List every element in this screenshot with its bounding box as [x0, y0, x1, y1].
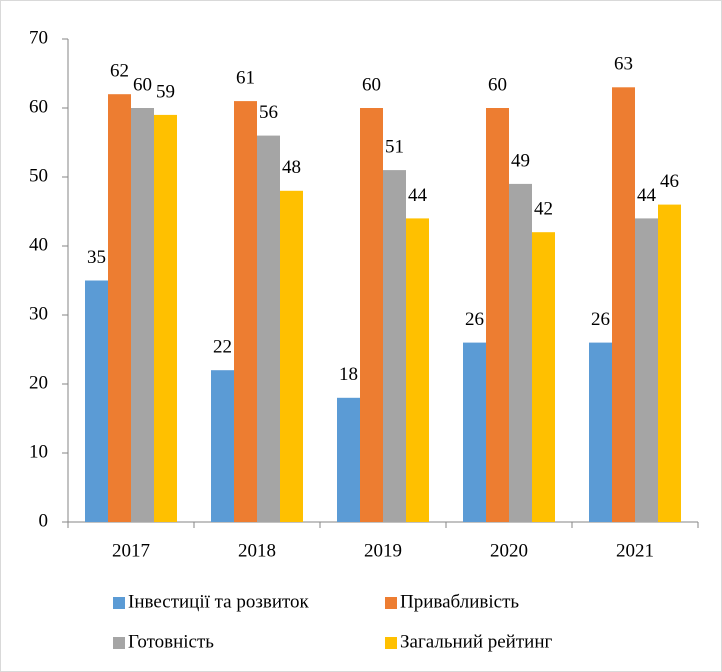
y-tick-label: 20: [29, 372, 48, 393]
legend-swatch: [113, 637, 125, 649]
bar: [280, 190, 303, 523]
data-label: 60: [133, 74, 152, 95]
data-label: 22: [213, 337, 232, 358]
bar: [383, 170, 406, 522]
legend-label: Загальний рейтинг: [400, 631, 552, 652]
bar: [211, 370, 234, 522]
bar: [589, 342, 612, 522]
bar: [337, 397, 360, 522]
legend-label: Інвестиції та розвиток: [128, 591, 310, 612]
legend-swatch: [385, 637, 397, 649]
y-tick-label: 0: [39, 510, 49, 531]
x-tick-label: 2017: [112, 540, 150, 561]
bar: [85, 280, 108, 522]
y-tick-label: 30: [29, 303, 48, 324]
bar: [406, 218, 429, 522]
data-label: 26: [465, 309, 484, 330]
bar: [486, 108, 509, 522]
data-label: 59: [156, 81, 175, 102]
bar: [131, 108, 154, 522]
data-label: 44: [408, 185, 428, 206]
y-tick-label: 10: [29, 441, 48, 462]
data-label: 35: [87, 247, 106, 268]
bar: [108, 94, 131, 522]
data-label: 61: [236, 67, 255, 88]
bar: [360, 108, 383, 522]
bar: [509, 183, 532, 522]
data-label: 62: [110, 61, 129, 82]
bar: [612, 87, 635, 523]
data-label: 26: [591, 309, 610, 330]
x-tick-label: 2021: [616, 540, 654, 561]
legend-label: Готовність: [128, 631, 214, 652]
legend-label: Привабливість: [400, 591, 519, 612]
y-tick-label: 50: [29, 165, 48, 186]
data-label: 51: [385, 136, 404, 157]
data-label: 44: [637, 185, 657, 206]
bar: [532, 232, 555, 522]
data-label: 18: [339, 364, 358, 385]
bar: [463, 342, 486, 522]
legend-swatch: [385, 597, 397, 609]
bar: [658, 204, 681, 522]
y-tick-label: 60: [29, 96, 48, 117]
x-tick-label: 2020: [490, 540, 528, 561]
data-label: 63: [614, 54, 633, 75]
x-tick-label: 2018: [238, 540, 276, 561]
data-label: 60: [488, 74, 507, 95]
y-tick-label: 70: [29, 27, 48, 48]
data-label: 42: [534, 199, 553, 220]
data-label: 46: [660, 171, 679, 192]
x-tick-label: 2019: [364, 540, 402, 561]
data-label: 49: [511, 150, 530, 171]
bar: [257, 135, 280, 522]
bar: [234, 101, 257, 522]
bar: [154, 114, 177, 523]
legend-swatch: [113, 597, 125, 609]
data-label: 56: [259, 102, 278, 123]
data-label: 48: [282, 157, 301, 178]
data-label: 60: [362, 74, 381, 95]
y-tick-label: 40: [29, 234, 48, 255]
bar: [635, 218, 658, 522]
